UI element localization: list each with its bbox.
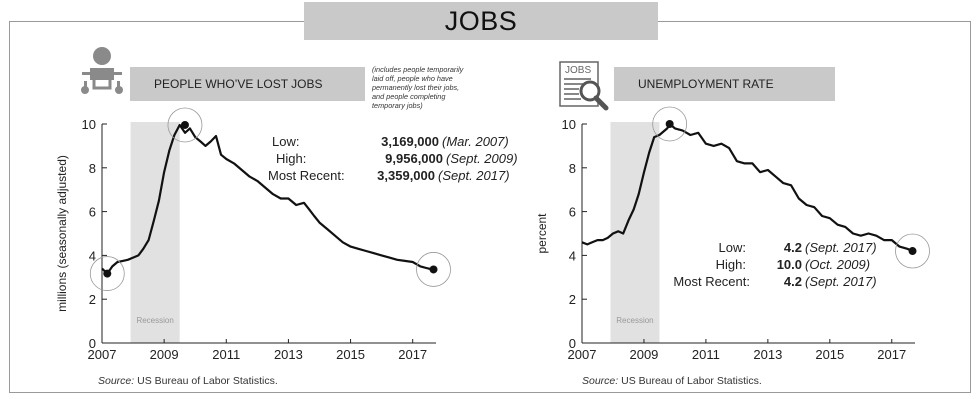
x-tick-label: 2015 bbox=[336, 347, 365, 362]
series-line bbox=[581, 122, 913, 253]
highlight-point bbox=[180, 120, 189, 129]
y-tick-label: 6 bbox=[569, 205, 576, 220]
x-tick-label: 2011 bbox=[212, 347, 240, 362]
y-axis-label: percent bbox=[535, 213, 549, 254]
recession-label: Recession bbox=[616, 316, 653, 325]
x-tick-label: 2015 bbox=[815, 347, 844, 362]
highlight-ring bbox=[89, 256, 125, 291]
y-tick-label: 2 bbox=[569, 292, 576, 307]
svg-text:JOBS: JOBS bbox=[565, 65, 591, 76]
stat-most-recent: Most Recent: 4.2 (Sept. 2017) bbox=[673, 274, 877, 289]
unemployment-source: Source: US Bureau of Labor Statistics. bbox=[582, 375, 762, 387]
recession-band bbox=[130, 122, 180, 343]
lost-jobs-stats: Low: 3,169,000 (Mar. 2007) High: 9,956,000(… bbox=[264, 133, 518, 184]
stat-high: High: 9,956,000 (Sept. 2009) bbox=[276, 151, 518, 166]
x-tick-label: 2017 bbox=[398, 347, 427, 362]
stat-low: Low: 4.2 (Sept. 2017) bbox=[718, 240, 877, 255]
lost-jobs-note: (includes people temporarily laid off, p… bbox=[372, 65, 464, 110]
x-tick-label: 2007 bbox=[88, 347, 117, 362]
y-tick-label: 10 bbox=[562, 117, 576, 132]
person-at-desk-icon bbox=[81, 47, 123, 94]
highlight-point bbox=[103, 269, 112, 278]
x-tick-label: 2013 bbox=[274, 347, 303, 362]
highlight-ring bbox=[652, 106, 688, 142]
unemployment-banner: UNEMPLOYMENT RATE bbox=[614, 67, 835, 101]
stat-most-recent: Most Recent: 3,359,000 (Sept. 2017) bbox=[268, 168, 510, 183]
highlight-ring bbox=[895, 233, 930, 269]
highlight-ring bbox=[416, 252, 451, 287]
stat-low: Low: 3,169,000 (Mar. 2007) bbox=[272, 134, 509, 149]
y-tick-label: 0 bbox=[569, 336, 576, 351]
x-tick-label: 2011 bbox=[692, 347, 720, 362]
y-tick-label: 10 bbox=[82, 117, 96, 132]
y-tick-label: 4 bbox=[569, 248, 576, 263]
x-tick-label: 2009 bbox=[150, 347, 179, 362]
y-tick-label: 8 bbox=[569, 161, 576, 176]
lost-jobs-source: Source: US Bureau of Labor Statistics. bbox=[98, 375, 278, 387]
y-tick-label: 6 bbox=[89, 205, 96, 220]
page-title: JOBS bbox=[304, 2, 658, 40]
x-tick-label: 2013 bbox=[753, 347, 782, 362]
y-tick-label: 8 bbox=[89, 161, 96, 176]
unemployment-stats: Low: 4.2 (Sept. 2017) High: 10.0 (Oct. 2009)… bbox=[664, 239, 877, 290]
y-tick-label: 2 bbox=[89, 292, 96, 307]
highlight-point bbox=[665, 120, 674, 128]
x-tick-label: 2017 bbox=[877, 347, 906, 362]
highlight-point bbox=[908, 247, 917, 256]
recession-label: Recession bbox=[136, 316, 173, 325]
series-line bbox=[101, 123, 434, 275]
x-tick-label: 2009 bbox=[629, 347, 658, 362]
highlight-ring bbox=[167, 107, 203, 143]
lost-jobs-banner: PEOPLE WHO’VE LOST JOBS bbox=[130, 67, 365, 101]
x-tick-label: 2007 bbox=[568, 347, 597, 362]
y-tick-label: 4 bbox=[89, 248, 96, 263]
stat-high: High: 10.0 (Oct. 2009) bbox=[715, 257, 871, 272]
y-axis-label: millions (seasonally adjusted) bbox=[55, 155, 69, 312]
y-tick-label: 0 bbox=[89, 336, 96, 351]
highlight-point bbox=[429, 265, 438, 274]
jobs-newspaper-magnifier-icon: JOBS bbox=[559, 61, 609, 111]
